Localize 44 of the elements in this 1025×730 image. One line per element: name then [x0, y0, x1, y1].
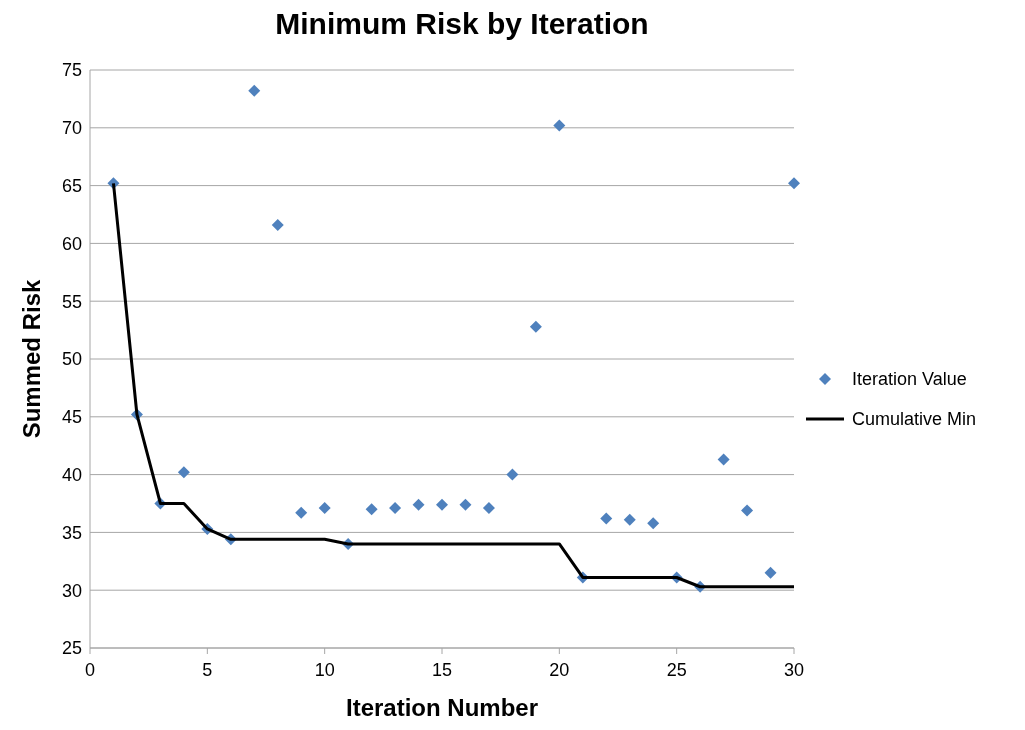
x-tick-label: 30	[783, 660, 805, 680]
y-tick-label: 50	[61, 349, 82, 370]
y-tick-label: 65	[61, 175, 82, 196]
point	[553, 119, 566, 132]
point	[412, 498, 425, 511]
y-tick-label: 75	[61, 60, 82, 81]
chart-title: Minimum Risk by Iteration	[275, 7, 649, 40]
x-tick-label: 5	[202, 660, 213, 680]
point	[482, 502, 495, 515]
x-tick-label: 10	[314, 660, 335, 680]
point	[389, 502, 402, 515]
x-axis-title: Iteration Number	[345, 694, 539, 721]
point	[436, 498, 448, 511]
point	[248, 84, 261, 97]
point	[623, 513, 636, 526]
point	[271, 218, 284, 231]
y-tick-label: 40	[61, 464, 82, 485]
point	[600, 512, 613, 525]
point	[295, 506, 308, 519]
point	[506, 468, 519, 481]
point	[529, 320, 542, 333]
y-tick-label: 70	[61, 118, 82, 139]
x-tick-label: 20	[549, 660, 570, 680]
y-tick-label: 35	[61, 522, 82, 543]
y-tick-label: 45	[61, 407, 82, 428]
point	[647, 517, 660, 530]
y-axis-title: Summed Risk	[18, 278, 45, 439]
y-tick-label: 25	[61, 638, 82, 659]
x-tick-label: 25	[666, 660, 687, 680]
point	[717, 453, 730, 466]
point	[764, 566, 777, 579]
y-tick-label: 60	[61, 233, 82, 254]
legend-label: Cumulative Min	[852, 409, 977, 430]
y-tick-label: 30	[61, 580, 82, 601]
point	[741, 504, 754, 517]
point	[365, 503, 378, 516]
x-tick-label: 15	[431, 660, 453, 680]
point	[177, 466, 190, 479]
point	[788, 177, 800, 190]
x-tick-label: 0	[84, 660, 96, 680]
point	[459, 498, 472, 511]
y-tick-label: 55	[61, 291, 82, 312]
point	[318, 502, 331, 515]
legend-label: Iteration Value	[852, 369, 967, 390]
